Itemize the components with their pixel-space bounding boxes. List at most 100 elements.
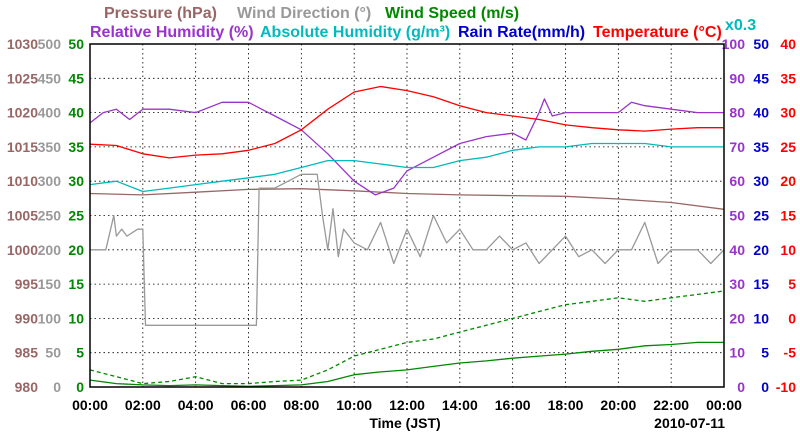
tick-rain_rate: 10 — [753, 310, 769, 326]
tick-temperature: -5 — [784, 345, 797, 361]
tick-pressure: 1000 — [7, 242, 38, 258]
x-tick-label: 12:00 — [389, 397, 425, 413]
date-label: 2010-07-11 — [654, 415, 725, 431]
tick-wind_speed: 20 — [68, 242, 84, 258]
x-tick-label: 00:00 — [72, 397, 108, 413]
tick-rain_rate: 0 — [761, 379, 769, 395]
legend-relative-humidity: Relative Humidity (%) — [90, 24, 254, 41]
x-tick-label: 20:00 — [600, 397, 636, 413]
tick-pressure: 995 — [15, 276, 39, 292]
tick-relative_humidity: 100 — [722, 36, 746, 52]
tick-rain_rate: 40 — [753, 105, 769, 121]
legend-wind-speed: Wind Speed (m/s) — [385, 5, 519, 22]
tick-pressure: 980 — [15, 379, 39, 395]
tick-rain_rate: 20 — [753, 242, 769, 258]
series-line-1 — [89, 98, 724, 196]
x-tick-label: 06:00 — [231, 397, 267, 413]
tick-rain_rate: 15 — [753, 276, 769, 292]
tick-rain_rate: 25 — [753, 208, 769, 224]
tick-pressure: 1030 — [7, 36, 38, 52]
series-line-6 — [89, 290, 725, 385]
legend-rain-rate: Rain Rate(mm/h) — [458, 24, 585, 41]
x-tick-label: 02:00 — [125, 397, 161, 413]
tick-pressure: 990 — [15, 310, 39, 326]
tick-pressure: 1010 — [7, 173, 38, 189]
series-lines — [89, 85, 725, 387]
tick-temperature: 0 — [788, 310, 796, 326]
tick-wind_speed: 15 — [68, 276, 84, 292]
tick-relative_humidity: 10 — [729, 345, 745, 361]
tick-rain_rate: 50 — [753, 36, 769, 52]
legend-scale-note: x0.3 — [725, 17, 756, 34]
tick-temperature: 30 — [780, 105, 796, 121]
series-line-5 — [89, 341, 724, 387]
tick-wind_speed: 50 — [68, 36, 84, 52]
tick-pressure: 1020 — [7, 105, 38, 121]
tick-wind_direction: 150 — [38, 276, 62, 292]
tick-relative_humidity: 30 — [729, 276, 745, 292]
x-tick-label: 08:00 — [283, 397, 319, 413]
tick-temperature: 10 — [780, 242, 796, 258]
x-tick-label: 18:00 — [548, 397, 584, 413]
tick-relative_humidity: 0 — [737, 379, 745, 395]
tick-wind_speed: 10 — [68, 310, 84, 326]
tick-wind_direction: 300 — [38, 173, 62, 189]
plot-frame — [89, 43, 725, 388]
tick-temperature: 40 — [780, 36, 796, 52]
tick-temperature: 20 — [780, 173, 796, 189]
legend: Pressure (hPa) Wind Direction (°) Wind S… — [90, 5, 756, 41]
tick-wind_speed: 25 — [68, 208, 84, 224]
tick-wind_direction: 50 — [45, 345, 61, 361]
tick-wind_direction: 500 — [38, 36, 62, 52]
tick-rain_rate: 35 — [753, 139, 769, 155]
tick-wind_direction: 450 — [38, 70, 62, 86]
tick-relative_humidity: 70 — [729, 139, 745, 155]
tick-rain_rate: 5 — [761, 345, 769, 361]
tick-rain_rate: 30 — [753, 173, 769, 189]
series-line-0 — [89, 188, 725, 210]
tick-pressure: 1025 — [7, 70, 38, 86]
tick-wind_speed: 40 — [68, 105, 84, 121]
series-line-4 — [90, 173, 725, 326]
legend-wind-direction: Wind Direction (°) — [237, 5, 371, 22]
tick-relative_humidity: 20 — [729, 310, 745, 326]
grid — [90, 44, 724, 387]
tick-relative_humidity: 50 — [729, 208, 745, 224]
tick-pressure: 1015 — [7, 139, 38, 155]
tick-wind_direction: 0 — [53, 379, 61, 395]
x-axis-label: Time (JST) — [369, 415, 440, 431]
tick-pressure: 1005 — [7, 208, 38, 224]
legend-pressure: Pressure (hPa) — [104, 5, 217, 22]
x-tick-label: 10:00 — [336, 397, 372, 413]
tick-wind_direction: 250 — [38, 208, 62, 224]
x-tick-label: 22:00 — [653, 397, 689, 413]
tick-wind_direction: 200 — [38, 242, 62, 258]
tick-relative_humidity: 40 — [729, 242, 745, 258]
tick-wind_speed: 35 — [68, 139, 84, 155]
x-tick-label: 00:00 — [706, 397, 742, 413]
tick-relative_humidity: 90 — [729, 70, 745, 86]
tick-temperature: 5 — [788, 276, 796, 292]
tick-wind_direction: 400 — [38, 105, 62, 121]
tick-wind_speed: 45 — [68, 70, 84, 86]
tick-wind_direction: 100 — [38, 310, 62, 326]
tick-temperature: 15 — [780, 208, 796, 224]
tick-wind_direction: 350 — [38, 139, 62, 155]
legend-absolute-humidity: Absolute Humidity (g/m³) — [260, 24, 450, 41]
x-tick-label: 04:00 — [178, 397, 214, 413]
x-tick-label: 14:00 — [442, 397, 478, 413]
tick-relative_humidity: 80 — [729, 105, 745, 121]
axis-ticks: 1030102510201015101010051000995990985980… — [7, 36, 796, 413]
tick-wind_speed: 0 — [76, 379, 84, 395]
tick-temperature: 35 — [780, 70, 796, 86]
tick-relative_humidity: 60 — [729, 173, 745, 189]
series-line-2 — [89, 142, 724, 193]
series-line-3 — [89, 85, 724, 159]
tick-wind_speed: 5 — [76, 345, 84, 361]
tick-pressure: 985 — [15, 345, 39, 361]
tick-temperature: 25 — [780, 139, 796, 155]
tick-rain_rate: 45 — [753, 70, 769, 86]
legend-temperature: Temperature (°C) — [593, 24, 722, 41]
tick-temperature: -10 — [776, 379, 796, 395]
